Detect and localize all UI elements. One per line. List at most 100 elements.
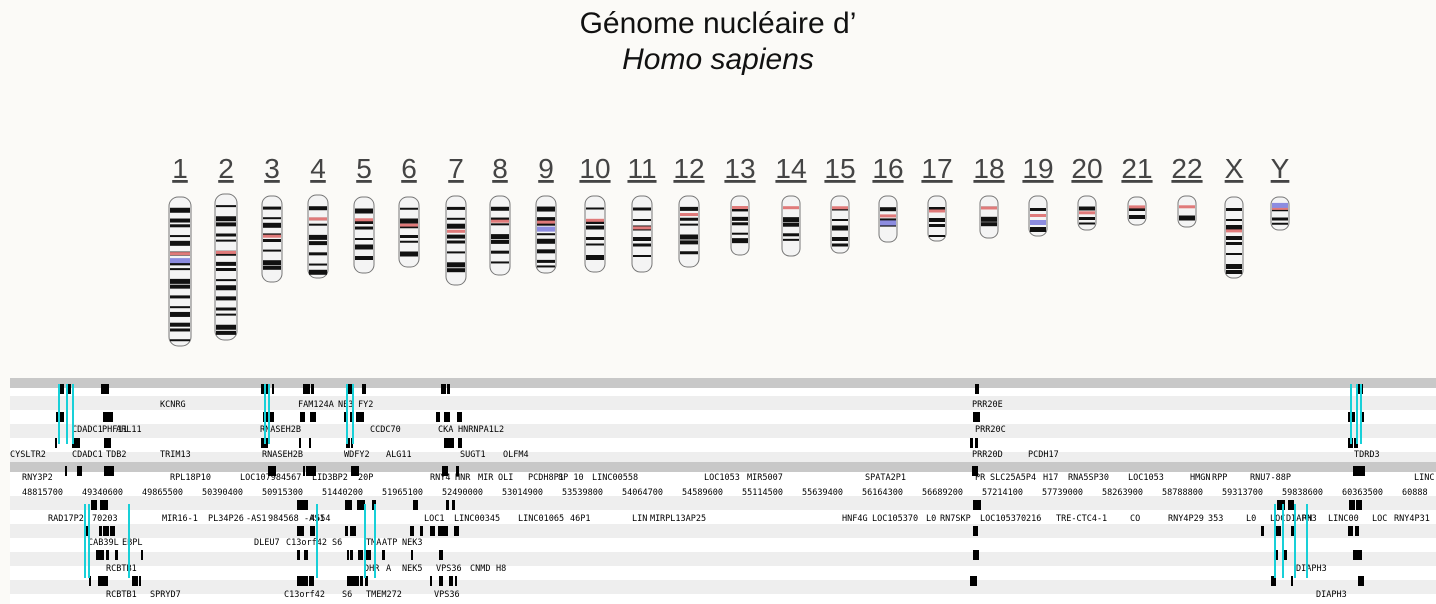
chromosome-8[interactable]: 8 — [489, 153, 511, 276]
chromosome-label[interactable]: 1 — [172, 153, 188, 184]
chromosome-5[interactable]: 5 — [353, 153, 375, 274]
centromere — [447, 229, 465, 233]
chromosome-label[interactable]: 7 — [448, 153, 464, 184]
chromosome-label[interactable]: 13 — [724, 153, 755, 184]
gene-feature — [347, 576, 353, 586]
gene-feature — [260, 384, 267, 394]
band — [1226, 236, 1242, 240]
band — [216, 324, 236, 330]
track-row — [10, 510, 1436, 524]
chromosome-label[interactable]: 5 — [356, 153, 372, 184]
band — [1226, 253, 1242, 255]
band — [263, 260, 281, 266]
chromosome-4[interactable]: 4 — [307, 153, 329, 279]
gene-label: PHF11 — [102, 425, 128, 435]
chromosome-label[interactable]: X — [1225, 153, 1244, 184]
gene-feature — [114, 550, 119, 560]
chromosome-7[interactable]: 7 — [445, 153, 467, 286]
gene-feature — [439, 550, 443, 560]
gene-feature — [1290, 576, 1294, 586]
chromosome-6[interactable]: 6 — [398, 153, 420, 268]
gene-label: CDADC1 — [72, 425, 103, 435]
chromosome-label[interactable]: 19 — [1022, 153, 1053, 184]
chromosome-label[interactable]: 10 — [579, 153, 610, 184]
chromosome-label[interactable]: 3 — [264, 153, 280, 184]
chromosome-14[interactable]: 14 — [775, 153, 807, 257]
band — [170, 207, 190, 213]
band — [216, 261, 236, 266]
gene-label: TDRD3 — [1354, 450, 1380, 460]
title-line-1: Génome nucléaire d’ — [579, 7, 857, 40]
gene-label: OLFM4 — [503, 450, 529, 460]
chromosome-label[interactable]: 22 — [1171, 153, 1202, 184]
gene-feature — [445, 466, 448, 476]
chromosome-label[interactable]: 4 — [310, 153, 326, 184]
chromosome-17[interactable]: 17 — [921, 153, 953, 242]
chromosome-16[interactable]: 16 — [872, 153, 904, 243]
band — [400, 207, 418, 210]
chromosome-label[interactable]: 2 — [218, 153, 234, 184]
chromosome-20[interactable]: 20 — [1071, 153, 1103, 231]
link-line — [66, 384, 68, 444]
chromosome-12[interactable]: 12 — [673, 153, 705, 268]
gene-feature — [1356, 550, 1361, 560]
gene-feature — [359, 576, 364, 586]
band — [170, 322, 190, 327]
chromosome-1[interactable]: 1 — [168, 153, 192, 347]
band — [832, 219, 848, 221]
chromosome-15[interactable]: 15 — [824, 153, 856, 254]
gene-feature — [381, 550, 385, 560]
band — [633, 207, 651, 211]
chromosome-9[interactable]: 9 — [535, 153, 557, 274]
gene-label: EBPL — [122, 538, 143, 548]
chromosome-19[interactable]: 19 — [1022, 153, 1054, 237]
chromosome-13[interactable]: 13 — [724, 153, 756, 256]
chromosome-2[interactable]: 2 — [214, 153, 238, 341]
gene-label: PR — [975, 473, 986, 483]
gene-feature — [361, 384, 366, 394]
chromosome-label[interactable]: 21 — [1121, 153, 1152, 184]
gene-feature — [446, 500, 450, 510]
chromosome-label[interactable]: 15 — [824, 153, 855, 184]
chromosome-label[interactable]: Y — [1271, 153, 1290, 184]
track-row — [10, 566, 1436, 580]
band — [586, 255, 604, 260]
chromosome-label[interactable]: 6 — [401, 153, 417, 184]
gene-feature — [301, 500, 304, 510]
chromosome-label[interactable]: 17 — [921, 153, 952, 184]
gene-feature — [351, 466, 358, 476]
chromosome-label[interactable]: 20 — [1071, 153, 1102, 184]
chromosome-label[interactable]: 12 — [673, 153, 704, 184]
band — [929, 218, 945, 222]
gene-feature — [344, 526, 349, 536]
gene-label: LINC00 — [1328, 514, 1359, 524]
chromosome-label[interactable]: 16 — [872, 153, 903, 184]
band — [263, 239, 281, 242]
chromosome-22[interactable]: 22 — [1171, 153, 1203, 228]
chromosome-X[interactable]: X — [1224, 153, 1244, 279]
position-tick: 51440200 — [322, 488, 363, 498]
chromosome-3[interactable]: 3 — [261, 153, 283, 283]
chromosome-label[interactable]: 18 — [973, 153, 1004, 184]
track-row — [10, 410, 1436, 424]
band — [880, 207, 896, 212]
position-tick: 60888 — [1402, 488, 1428, 498]
chromosome-18[interactable]: 18 — [973, 153, 1005, 239]
chromosome-21[interactable]: 21 — [1121, 153, 1153, 226]
gene-label: RNY4P29 — [1168, 514, 1204, 524]
gene-feature — [77, 466, 82, 476]
gene-label: MIR16-1 — [162, 514, 198, 524]
chromosome-label[interactable]: 11 — [627, 153, 656, 184]
band — [832, 237, 848, 241]
genome-browser-panel[interactable]: KCNRGFAM124ANE3FY2PRR20ECDADC1PHF11ARL11… — [10, 378, 1436, 604]
chromosome-11[interactable]: 11 — [627, 153, 657, 273]
chromosome-label[interactable]: 9 — [538, 153, 554, 184]
band — [680, 223, 698, 226]
chromosome-label[interactable]: 14 — [775, 153, 806, 184]
position-tick: 50915300 — [262, 488, 303, 498]
chromosome-label[interactable]: 8 — [492, 153, 508, 184]
chromosome-10[interactable]: 10 — [579, 153, 611, 273]
gene-label: -AS1 — [304, 514, 325, 524]
gene-label: RNASEH2B — [260, 425, 301, 435]
chromosome-Y[interactable]: Y — [1270, 153, 1290, 231]
